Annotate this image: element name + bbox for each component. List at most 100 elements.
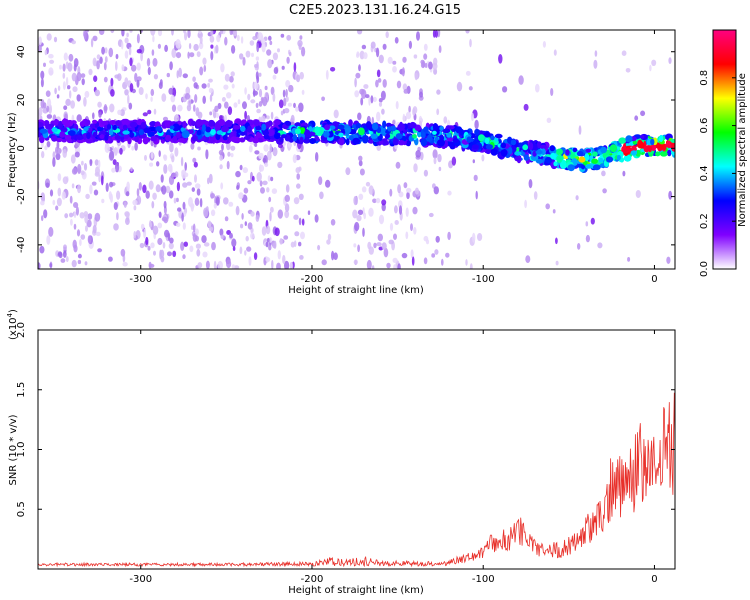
spectrogram-cell	[113, 223, 119, 231]
spectrogram-cell	[577, 243, 581, 250]
spectrogram-cell	[294, 231, 300, 237]
spectrogram-cell	[92, 119, 98, 124]
spectrogram-cell	[356, 214, 362, 222]
spectrogram-cell	[667, 149, 672, 157]
x-tick-label: 0	[651, 274, 657, 285]
spectrogram-cell	[104, 56, 108, 63]
spectrogram-cell	[51, 135, 58, 141]
spectrogram-cell	[109, 120, 117, 125]
spectrogram-cell	[584, 153, 590, 162]
spectrogram-cell	[172, 123, 180, 132]
spectrogram-cell	[378, 54, 384, 64]
spectrogram-cell	[153, 108, 157, 115]
spectrogram-cell	[93, 75, 98, 82]
spectrogram-cell	[372, 198, 377, 204]
spectrogram-cells	[38, 30, 675, 269]
spectrogram-cell	[177, 138, 186, 143]
spectrogram-cell	[244, 250, 247, 256]
spectrogram-cell	[62, 148, 67, 158]
spectrogram-cell	[131, 145, 135, 151]
spectrogram-cell	[261, 226, 267, 236]
spectrogram-cell	[258, 88, 263, 98]
spectrogram-cell	[270, 111, 274, 120]
spectrogram-cell	[55, 153, 61, 161]
spectrogram-cell	[80, 234, 86, 240]
spectrogram-cell	[300, 231, 305, 240]
spectrogram-cell	[182, 73, 188, 79]
spectrogram-cell	[369, 139, 374, 144]
spectrogram-cell	[277, 250, 281, 260]
spectrogram-cell	[93, 189, 99, 196]
y-tick-label: 2.0	[16, 322, 27, 338]
spectrogram-cell	[151, 49, 155, 56]
spectrogram-cell	[174, 147, 179, 157]
spectrogram-cell	[64, 213, 69, 219]
spectrogram-cell	[263, 154, 268, 165]
spectrogram-cell	[254, 64, 259, 68]
spectrogram-cell	[338, 137, 345, 146]
spectrogram-cell	[385, 31, 389, 39]
spectrogram-cell	[77, 253, 82, 259]
spectrogram-cell	[220, 30, 224, 35]
spectrogram-cell	[272, 92, 276, 102]
spectrogram-cell	[103, 76, 108, 83]
spectrogram-cell	[193, 43, 199, 51]
spectrogram-cell	[216, 130, 224, 135]
spectrogram-cell	[296, 183, 301, 189]
spectrogram-cell	[395, 133, 403, 140]
spectrogram-cell	[490, 135, 495, 141]
spectrogram-cell	[176, 222, 181, 227]
spectrogram-cell	[441, 258, 444, 266]
spectrogram-cell	[380, 90, 386, 101]
spectrogram-cell	[191, 187, 195, 193]
spectrogram-cell	[129, 57, 133, 67]
snr-series-line	[38, 392, 675, 568]
spectrogram-cell	[431, 253, 436, 258]
spectrogram-cell	[423, 169, 428, 177]
spectrogram-cell	[274, 119, 281, 126]
spectrogram-cell	[243, 187, 249, 194]
spectrogram-cell	[210, 30, 214, 36]
spectrogram-cell	[315, 152, 319, 162]
spectrogram-cell	[354, 90, 360, 98]
spectrogram-cell	[284, 108, 290, 114]
spectrogram-cell	[370, 133, 378, 139]
spectrogram-cell	[224, 36, 228, 46]
spectrogram-cell	[281, 134, 287, 139]
spectrogram-cell	[381, 108, 385, 115]
spectrogram-cell	[298, 102, 304, 113]
spectrogram-cell	[138, 87, 144, 95]
spectrogram-cell	[87, 213, 93, 220]
spectrogram-cell	[251, 175, 255, 182]
spectrogram-cell	[196, 51, 201, 58]
spectrogram-cell	[578, 156, 586, 163]
spectrogram-cell	[39, 128, 48, 134]
spectrogram-cell	[593, 59, 598, 69]
spectrogram-cell	[267, 129, 275, 137]
spectrogram-cell	[256, 108, 261, 114]
spectrogram-cell	[59, 131, 65, 138]
spectrogram-cell	[181, 212, 184, 222]
spectrogram-cell	[184, 93, 191, 100]
spectrogram-cell	[171, 48, 177, 59]
spectrogram-cell	[159, 249, 162, 260]
spectrogram-cell	[157, 30, 163, 37]
spectrogram-cell	[153, 250, 156, 256]
spectrogram-cell	[136, 79, 140, 88]
spectrogram-cell	[222, 134, 228, 141]
spectrogram-cell	[541, 148, 546, 156]
spectrogram-cell	[83, 126, 89, 132]
spectrogram-cell	[285, 121, 291, 126]
spectrogram-cell	[152, 192, 157, 200]
spectrogram-cell	[147, 109, 152, 115]
spectrogram-cell	[46, 105, 50, 113]
spectrogram-cell	[353, 243, 357, 248]
spectrogram-cell	[272, 147, 278, 157]
spectrogram-cell	[381, 203, 386, 212]
spectrogram-cell	[198, 41, 204, 50]
spectrogram-cell	[224, 101, 229, 109]
spectrogram-cell	[129, 121, 138, 128]
spectrogram-cell	[38, 112, 41, 120]
spectrogram-cell	[215, 112, 219, 119]
spectrogram-cell	[39, 245, 45, 254]
